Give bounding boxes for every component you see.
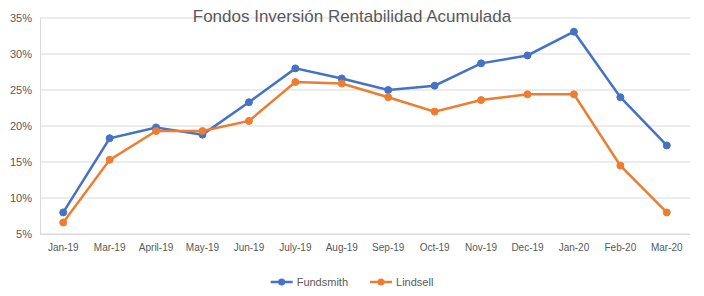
y-tick: 25% [10, 84, 40, 96]
x-tick-label: Oct-19 [420, 242, 450, 253]
legend-item: Fundsmith [271, 276, 348, 288]
x-tick-label: May-19 [186, 242, 220, 253]
series-marker [106, 135, 113, 142]
y-tick-label: 15% [10, 156, 32, 168]
x-tick: Jan-19 [48, 234, 79, 253]
series-line [63, 82, 667, 222]
series-marker [245, 117, 252, 124]
x-tick-label: Nov-19 [465, 242, 498, 253]
y-axis-line [40, 19, 41, 235]
series-marker [245, 99, 252, 106]
series-marker [524, 91, 531, 98]
y-tick-label: 35% [10, 12, 32, 24]
x-tick-label: Jan-19 [48, 242, 79, 253]
grid-line [40, 54, 690, 55]
series-marker [663, 142, 670, 149]
x-tick-label: Aug-19 [326, 242, 359, 253]
series-marker [385, 94, 392, 101]
grid-line [40, 198, 690, 199]
legend-item: Lindsell [370, 276, 433, 288]
y-tick: 5% [16, 228, 40, 240]
legend-marker [378, 279, 385, 286]
x-tick: Feb-20 [605, 234, 637, 253]
series-marker [385, 87, 392, 94]
x-tick-label: Jun-19 [234, 242, 265, 253]
x-tick-label: Sep-19 [372, 242, 405, 253]
x-tick-label: Jan-20 [559, 242, 590, 253]
series-line [63, 32, 667, 213]
x-tick-label: Mar-20 [651, 242, 683, 253]
y-tick: 20% [10, 120, 40, 132]
x-tick: Aug-19 [326, 234, 359, 253]
series-marker [478, 97, 485, 104]
legend: Fundsmith Lindsell [271, 276, 434, 288]
x-tick: Sep-19 [372, 234, 405, 253]
marks [60, 28, 671, 226]
x-tick: Jan-20 [559, 234, 590, 253]
y-tick: 10% [10, 192, 40, 204]
y-tick: 30% [10, 48, 40, 60]
plot-area: 5% 10% 15% 20% 25% 30% 35% Jan-19 Mar-19 April-19… [10, 12, 691, 253]
x-tick-label: Feb-20 [605, 242, 637, 253]
chart-title: Fondos Inversión Rentabilidad Acumulada [193, 7, 512, 26]
y-tick-label: 5% [16, 228, 32, 240]
series-marker [60, 219, 67, 226]
x-tick: May-19 [186, 234, 220, 253]
legend-label: Lindsell [396, 276, 433, 288]
x-tick-label: July-19 [279, 242, 312, 253]
series-marker [617, 94, 624, 101]
series-marker [292, 65, 299, 72]
legend-label: Fundsmith [297, 276, 348, 288]
x-tick: Nov-19 [465, 234, 498, 253]
series-marker [199, 128, 206, 135]
series-marker [570, 91, 577, 98]
grid-line [40, 234, 690, 235]
series-marker [292, 79, 299, 86]
x-tick: April-19 [139, 234, 174, 253]
x-tick-label: Dec-19 [511, 242, 544, 253]
x-tick: July-19 [279, 234, 312, 253]
x-tick-label: April-19 [139, 242, 174, 253]
y-tick: 15% [10, 156, 40, 168]
y-tick-label: 30% [10, 48, 32, 60]
series-marker [60, 209, 67, 216]
series-marker [570, 28, 577, 35]
series-marker [431, 82, 438, 89]
y-axis: 5% 10% 15% 20% 25% 30% 35% [10, 12, 41, 240]
y-tick-label: 10% [10, 192, 32, 204]
x-tick-label: Mar-19 [94, 242, 126, 253]
series-marker [338, 80, 345, 87]
series-marker [617, 162, 624, 169]
x-tick: Oct-19 [420, 234, 450, 253]
grid [40, 18, 690, 234]
legend-marker [278, 279, 285, 286]
grid-line [40, 126, 690, 127]
y-tick: 35% [10, 12, 40, 24]
chart: 5% 10% 15% 20% 25% 30% 35% Jan-19 Mar-19 April-19… [0, 0, 704, 296]
series-marker [153, 128, 160, 135]
series-marker [663, 209, 670, 216]
x-tick: Mar-20 [651, 234, 683, 253]
y-tick-label: 25% [10, 84, 32, 96]
x-tick: Mar-19 [94, 234, 126, 253]
x-tick: Dec-19 [511, 234, 544, 253]
series-marker [431, 108, 438, 115]
x-axis: Jan-19 Mar-19 April-19 May-19 Jun-19 July-19 A… [41, 234, 691, 253]
series-marker [106, 156, 113, 163]
grid-line [40, 162, 690, 163]
series-marker [524, 52, 531, 59]
x-axis-line [41, 234, 691, 235]
series-marker [478, 60, 485, 67]
y-tick-label: 20% [10, 120, 32, 132]
x-tick: Jun-19 [234, 234, 265, 253]
